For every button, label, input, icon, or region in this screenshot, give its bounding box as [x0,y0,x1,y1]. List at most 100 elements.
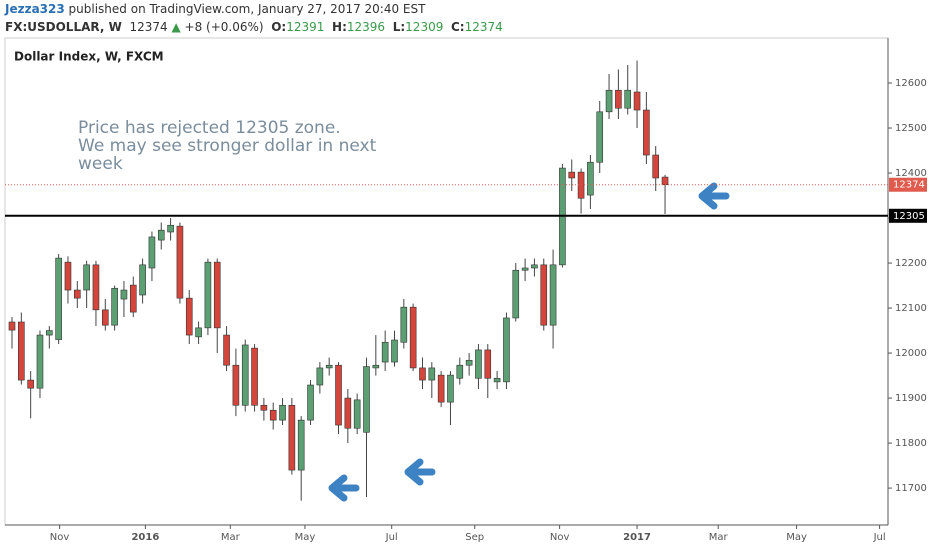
candle-body [409,306,417,369]
plot-frame [4,37,889,526]
y-tick-label: 12200 [895,258,927,269]
y-tick-label: 12000 [895,348,927,359]
candle-body [596,111,604,163]
candle-body [307,384,314,421]
x-tick-label: Nov [50,532,70,543]
o-value: 12391 [286,20,325,34]
x-tick-label: 2016 [131,532,159,543]
y-tick-label: 11700 [895,483,927,494]
candle-body [484,349,492,379]
h-label: H: [332,20,347,34]
change: +8 (+0.06%) [184,20,264,34]
candle-body [344,397,352,429]
candle-body [232,364,240,406]
l-label: L: [392,20,406,34]
candle-body [74,289,81,299]
candle-body [615,89,622,109]
candle-body [549,264,557,326]
candle-body [633,91,641,111]
candle-body [167,224,174,233]
candle-body [288,404,296,471]
candle-body [531,264,538,269]
published: published on TradingView.com, January 27… [68,2,426,16]
candle-body [643,109,650,156]
annotation: week [78,154,123,174]
candle-body [363,366,370,433]
candle-body [36,334,44,389]
candle-body [223,334,230,366]
candle-body [111,287,118,326]
candle-body [316,367,324,386]
candle-body [587,161,594,196]
candle-body [46,330,53,336]
arrow-icon [698,182,730,210]
candle-body [493,377,501,383]
candle-body [251,347,258,406]
candle-body [297,419,305,471]
candle-body [157,229,165,241]
x-tick-label: Nov [550,532,570,543]
candle-body [269,409,277,421]
author[interactable]: Jezza323 [5,2,65,16]
y-tick-label: 12500 [895,123,927,134]
annotation: Price has rejected 12305 zone. [78,118,341,138]
y-tick-label: 12600 [895,78,927,89]
candle-body [325,364,333,369]
candle-body [605,89,613,113]
arrows [328,182,730,502]
candle-body [503,317,510,383]
x-tick-label: Jul [873,532,886,543]
candle-body [335,364,342,426]
candle-body [64,261,72,291]
arrow-icon [328,474,360,502]
arrow: ▲ [171,20,181,34]
candle-body [92,264,100,311]
x-tick-label: Sep [465,532,484,543]
last: 12374 [129,20,168,34]
x-tick-label: Mar [221,532,241,543]
candle-body [521,267,529,271]
x-tick-label: 2017 [623,532,651,543]
candle-body [139,264,146,296]
symbol: FX:USDOLLAR, W [5,20,122,34]
y-tick-label: 11900 [895,393,927,404]
c-value: 12374 [464,20,503,34]
header-line-1: Jezza323 published on TradingView.com, J… [5,0,503,18]
h-value: 12396 [346,20,386,34]
candle-body [372,364,380,369]
arrow-icon [404,458,436,486]
candle-body [18,321,25,381]
x-tick-label: Mar [709,532,729,543]
support-label: 12305 [893,211,925,222]
candle-body [241,344,249,406]
candle-body [419,367,426,381]
candle-body [353,399,361,429]
candle-body [279,404,286,421]
candle-body [27,379,34,389]
candle-body [652,154,660,179]
candle-body [475,349,482,379]
candle-body [83,264,90,291]
candle-body [391,339,398,363]
last-price-label: 12374 [893,180,925,191]
candle-body [661,176,669,186]
o-label: O: [271,20,287,34]
candle-body [8,321,16,331]
candle-body [437,374,445,403]
last-price-box [889,177,927,192]
header: Jezza323 published on TradingView.com, J… [5,0,503,36]
candle-body [176,225,184,299]
annotation: We may see stronger dollar in next [78,136,377,156]
candle-body [101,309,109,326]
candle-body [213,261,221,329]
y-tick-label: 11800 [895,438,927,449]
x-tick-label: May [295,532,316,543]
candle-body [624,89,632,109]
candle-body [465,359,473,366]
y-tick-label: 12400 [895,168,927,179]
candle-body [195,327,202,338]
candle-body [129,284,137,313]
candle-body [428,367,436,381]
header-line-2: FX:USDOLLAR, W 12374 ▲ +8 (+0.06%) O:123… [5,18,503,36]
